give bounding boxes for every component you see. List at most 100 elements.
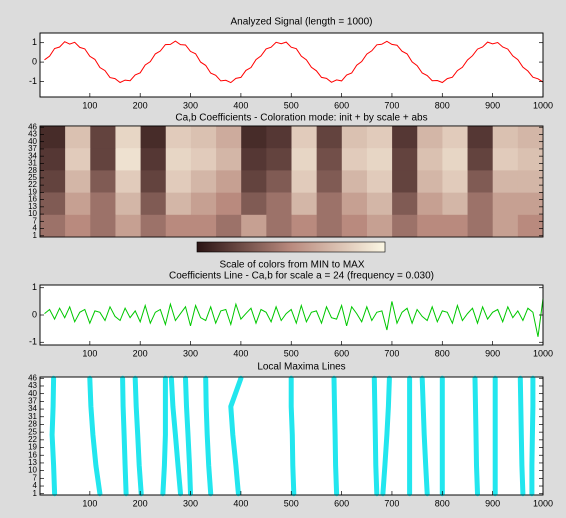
signal-line <box>44 40 544 84</box>
heat-cell <box>316 126 343 149</box>
y-tick-label: 10 <box>28 209 37 218</box>
heat-cell <box>316 148 343 171</box>
plot-area <box>39 284 544 346</box>
y-tick-label: 37 <box>28 144 37 153</box>
heat-cell <box>316 214 343 238</box>
heat-cell <box>442 148 468 171</box>
heat-cell <box>467 192 493 216</box>
heat-cell <box>40 214 66 238</box>
y-tick-label: 34 <box>28 404 37 413</box>
x-tick-label: 700 <box>384 100 399 110</box>
maxima-line <box>529 375 536 497</box>
heat-cell <box>165 192 192 216</box>
y-tick-label: 25 <box>28 173 37 182</box>
heat-cell <box>392 148 418 171</box>
y-tick-label: 31 <box>28 159 37 168</box>
heat-cell <box>266 170 292 193</box>
heat-cell <box>291 170 317 193</box>
heat-cell <box>366 170 393 193</box>
heat-cell <box>90 214 116 238</box>
heat-cell <box>40 170 66 193</box>
heat-cell <box>492 214 519 238</box>
heat-cell <box>417 192 443 216</box>
heat-cell <box>65 170 91 193</box>
y-tick-label: 46 <box>28 122 37 131</box>
y-tick-label: 40 <box>28 137 37 146</box>
heat-cell <box>140 170 167 193</box>
y-tick-label: 0 <box>32 56 37 66</box>
heat-cell <box>366 126 393 149</box>
y-tick-label: 43 <box>28 381 37 390</box>
heat-cell <box>140 148 167 171</box>
x-tick-label: 1000 <box>533 348 553 358</box>
heat-cell <box>90 192 116 216</box>
heat-cell <box>165 214 192 238</box>
heat-cell <box>140 214 167 238</box>
heat-cell <box>341 192 368 216</box>
y-tick-label: 28 <box>28 166 37 175</box>
heat-cell <box>392 170 418 193</box>
y-tick-label: 19 <box>28 187 37 196</box>
y-tick-label: 13 <box>28 202 37 211</box>
x-tick-label: 600 <box>334 498 349 508</box>
plot-area <box>39 32 544 98</box>
x-tick-label: 400 <box>233 100 248 110</box>
heat-cell <box>241 126 267 149</box>
x-tick-label: 800 <box>435 498 450 508</box>
y-tick-label: 43 <box>28 130 37 139</box>
x-tick-label: 900 <box>485 348 500 358</box>
maxima-line <box>331 375 340 497</box>
maxima-line <box>168 375 183 497</box>
heat-cell <box>442 126 468 149</box>
plot-frame <box>39 125 544 238</box>
heat-cell <box>241 148 267 171</box>
heat-cell <box>65 148 91 171</box>
x-tick-label: 500 <box>284 348 299 358</box>
maxima-line <box>183 375 193 497</box>
heat-cell <box>90 148 116 171</box>
heat-cell <box>417 126 443 149</box>
y-tick-label: 16 <box>28 195 37 204</box>
colorbar-label: Scale of colors from MIN to MAX <box>219 260 364 271</box>
maxima-line <box>49 375 58 497</box>
y-tick-label: 40 <box>28 389 37 398</box>
heat-cell <box>517 192 544 216</box>
y-tick-label: 7 <box>33 473 38 482</box>
heat-cell <box>291 192 317 216</box>
x-tick-label: 900 <box>485 100 500 110</box>
heat-cell <box>190 170 217 193</box>
heat-cell <box>90 170 116 193</box>
x-tick-label: 900 <box>485 498 500 508</box>
heat-cell <box>517 170 544 193</box>
heat-cell <box>517 214 544 238</box>
y-tick-label: 4 <box>33 481 38 490</box>
heat-cell <box>266 126 292 149</box>
heat-cell <box>517 126 544 149</box>
heat-cell <box>40 126 66 149</box>
y-tick-label: 10 <box>28 466 37 475</box>
y-tick-label: 28 <box>28 420 37 429</box>
heat-cell <box>115 148 141 171</box>
x-tick-label: 600 <box>334 100 349 110</box>
maxima-line <box>203 375 214 497</box>
heat-cell <box>216 192 242 216</box>
maxima-line <box>517 375 526 497</box>
maxima-line <box>120 375 129 497</box>
maxima-line <box>160 375 168 497</box>
heat-cell <box>417 214 443 238</box>
chart-title: Local Maxima Lines <box>257 362 345 373</box>
heat-cell <box>392 192 418 216</box>
maxima-line <box>228 375 244 497</box>
heat-cell <box>90 126 116 149</box>
x-tick-label: 100 <box>82 498 97 508</box>
y-tick-label: 0 <box>32 309 37 319</box>
x-tick-label: 500 <box>284 498 299 508</box>
y-tick-label: 22 <box>28 435 37 444</box>
heat-cell <box>190 126 217 149</box>
heat-cell <box>366 192 393 216</box>
x-tick-label: 300 <box>183 100 198 110</box>
heat-cell <box>40 148 66 171</box>
heat-cell <box>266 214 292 238</box>
